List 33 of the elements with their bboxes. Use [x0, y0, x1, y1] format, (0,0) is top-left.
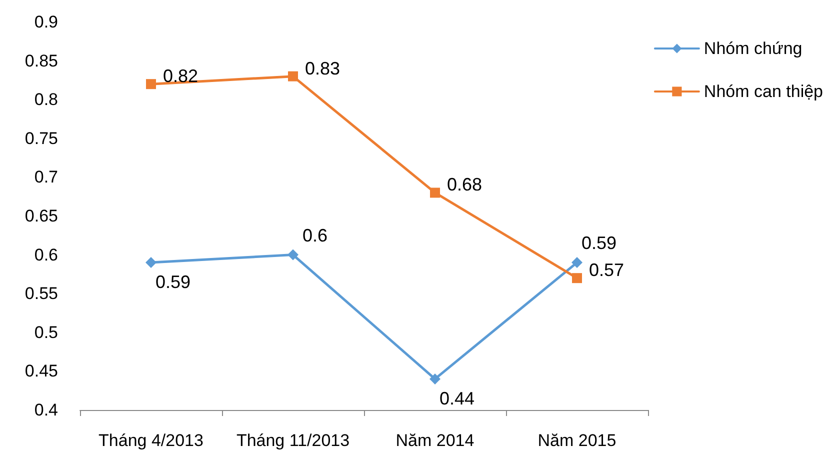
- y-tick-label: 0.8: [34, 90, 58, 110]
- data-label: 0.59: [581, 233, 617, 254]
- legend-label: Nhóm can thiệp: [704, 82, 824, 101]
- x-tick-label: Tháng 4/2013: [98, 431, 204, 450]
- y-tick-label: 0.6: [34, 245, 58, 264]
- y-tick-label: 0.55: [24, 284, 58, 304]
- point: [288, 71, 298, 82]
- legend-label: Nhóm chứng: [704, 39, 802, 58]
- y-tick-label: 0.45: [24, 362, 58, 381]
- point: [572, 257, 582, 268]
- y-tick-label: 0.7: [34, 168, 58, 187]
- data-label: 0.44: [439, 388, 475, 408]
- y-tick-label: 0.65: [24, 206, 58, 226]
- y-tick-label: 0.85: [24, 51, 58, 70]
- y-tick-label: 0.9: [34, 12, 58, 32]
- point: [146, 257, 156, 268]
- point: [572, 273, 582, 284]
- data-label: 0.6: [302, 225, 328, 246]
- x-tick-label: Năm 2015: [538, 431, 616, 450]
- point: [288, 249, 298, 260]
- data-label: 0.59: [155, 272, 191, 292]
- point: [430, 373, 440, 384]
- x-tick-label: Năm 2014: [396, 431, 474, 450]
- data-label: 0.83: [305, 58, 340, 78]
- point: [146, 79, 156, 90]
- y-tick-label: 0.75: [24, 128, 58, 148]
- y-tick-label: 0.4: [34, 400, 58, 420]
- x-tick-label: Tháng 11/2013: [236, 431, 350, 450]
- data-label: 0.82: [163, 66, 198, 86]
- data-label: 0.57: [589, 260, 624, 280]
- data-label: 0.68: [447, 174, 482, 195]
- point: [430, 188, 440, 198]
- y-tick-label: 0.5: [34, 322, 58, 342]
